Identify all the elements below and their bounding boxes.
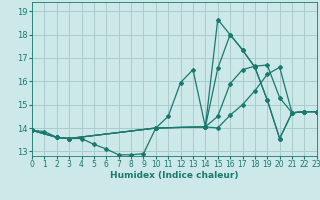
X-axis label: Humidex (Indice chaleur): Humidex (Indice chaleur) — [110, 171, 239, 180]
